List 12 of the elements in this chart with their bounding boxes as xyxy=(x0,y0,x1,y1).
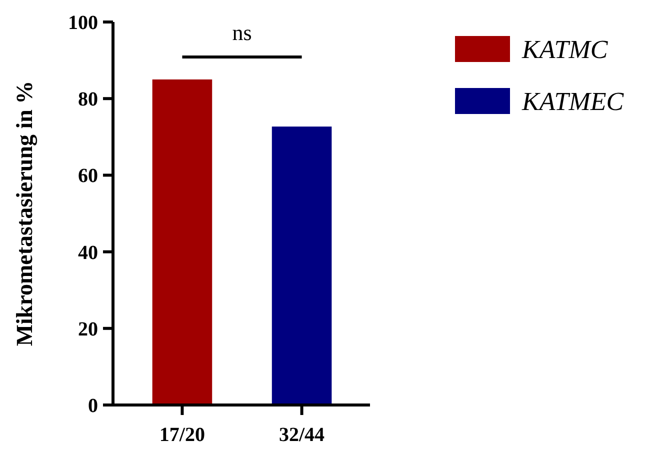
y-tick-label: 60 xyxy=(78,165,98,188)
legend-label: KATMC xyxy=(521,35,608,64)
y-axis-title: Mikrometastasierung in % xyxy=(12,80,38,346)
y-tick-label: 20 xyxy=(78,318,98,340)
y-tick-label: 40 xyxy=(78,242,98,264)
x-tick-label: 17/20 xyxy=(159,424,205,446)
y-tick-label: 100 xyxy=(68,12,98,34)
y-tick-label: 80 xyxy=(78,88,98,111)
x-tick-label: 32/44 xyxy=(279,424,325,446)
y-tick-label: 0 xyxy=(88,395,98,417)
annotation: ns xyxy=(232,20,252,45)
legend-label: KATMEC xyxy=(521,87,624,116)
